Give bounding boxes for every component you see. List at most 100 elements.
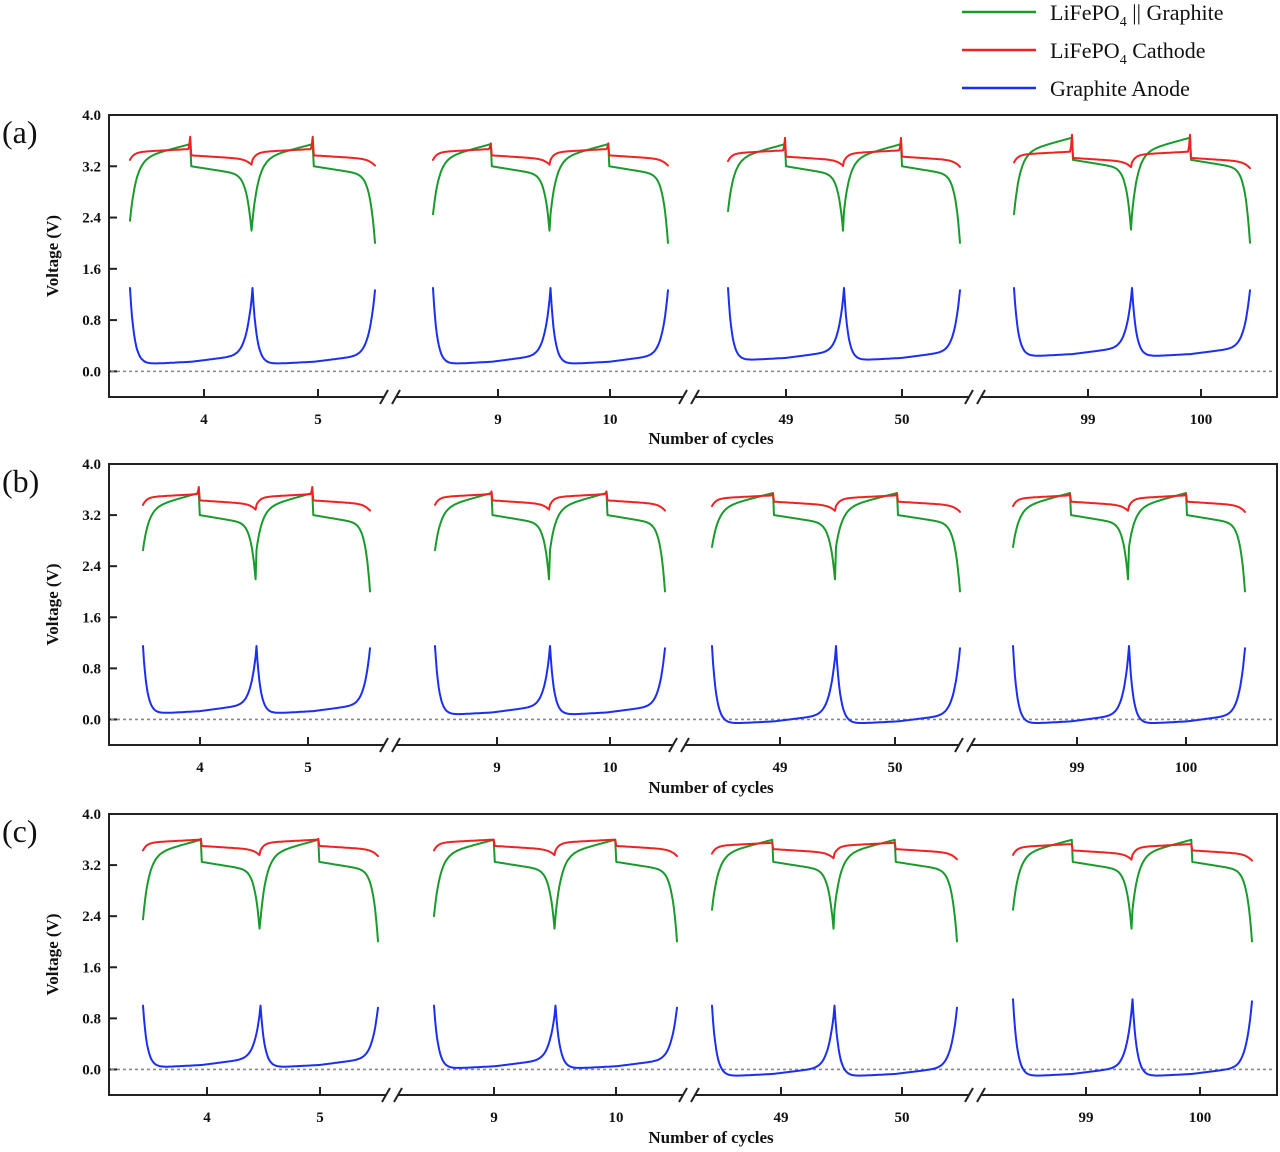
- cycle-group-9-10: 9 10: [433, 838, 678, 1126]
- x-axis-label: Number of cycles: [648, 1128, 774, 1147]
- y-axis-label: Voltage (V): [43, 215, 62, 297]
- y-tick-label: 4.0: [82, 807, 101, 823]
- plot-frame: [108, 114, 1278, 398]
- panel-b: (b) 0.0 0.8 1.6 2.4 3.2 4.0 Voltage (V) Number o…: [2, 457, 1278, 797]
- series-anode: [433, 1004, 678, 1069]
- panel-label: (b): [2, 463, 39, 499]
- x-tick-label: 9: [493, 760, 501, 776]
- y-tick-label: 3.2: [82, 508, 101, 524]
- series-full: [142, 838, 379, 943]
- x-tick-label: 10: [609, 1110, 624, 1126]
- x-tick-label: 5: [316, 1110, 324, 1126]
- series-full: [711, 492, 961, 593]
- legend-label-full: LiFePO4 || Graphite: [1050, 0, 1223, 30]
- series-full: [1013, 136, 1251, 244]
- y-tick-label: 0.0: [82, 712, 101, 728]
- y-tick-label: 4.0: [82, 108, 101, 124]
- axis-break-mark: [678, 1087, 700, 1103]
- panel-label: (c): [2, 813, 38, 849]
- x-tick-label: 5: [304, 760, 312, 776]
- x-tick-label: 49: [774, 1110, 789, 1126]
- axis-break-mark: [964, 389, 986, 405]
- x-axis-label: Number of cycles: [648, 778, 774, 797]
- series-cathode: [432, 142, 669, 167]
- x-tick-label: 100: [1189, 1110, 1212, 1126]
- series-anode: [129, 287, 376, 365]
- cycle-group-9-10: 9 10: [432, 142, 669, 428]
- y-tick-label: 0.8: [82, 1011, 101, 1027]
- x-tick-label: 100: [1175, 760, 1198, 776]
- series-full: [142, 492, 371, 593]
- series-anode: [1012, 645, 1246, 724]
- series-cathode: [1012, 492, 1246, 513]
- cycle-group-49-50: 49 50: [711, 492, 961, 776]
- y-tick-label: 0.8: [82, 313, 101, 329]
- panel-c: (c) 0.0 0.8 1.6 2.4 3.2 4.0 Voltage (V) Number o…: [2, 807, 1278, 1147]
- chart-panels: (a) 0.0 0.8 1.6 2.4 3.2 4.0 Voltage (V) Number o…: [2, 108, 1278, 1147]
- series-cathode: [434, 490, 666, 512]
- axis-break-mark: [678, 389, 700, 405]
- plot-frame: [108, 463, 1278, 746]
- series-cathode: [433, 838, 678, 858]
- x-tick-label: 100: [1190, 412, 1213, 428]
- x-tick-label: 50: [895, 412, 910, 428]
- y-tick-label: 1.6: [82, 960, 101, 976]
- x-tick-label: 4: [200, 412, 208, 428]
- y-tick-label: 1.6: [82, 262, 101, 278]
- series-cathode: [727, 136, 961, 168]
- y-tick-label: 2.4: [82, 909, 101, 925]
- x-tick-label: 50: [895, 1110, 910, 1126]
- x-tick-label: 99: [1081, 412, 1096, 428]
- y-tick-label: 0.0: [82, 1062, 101, 1078]
- axis-break-mark: [964, 1087, 986, 1103]
- axis-break-mark: [379, 389, 401, 405]
- x-tick-label: 99: [1079, 1110, 1094, 1126]
- series-anode: [432, 287, 669, 365]
- series-cathode: [1012, 843, 1253, 862]
- y-tick-label: 3.2: [82, 159, 101, 175]
- y-tick-label: 2.4: [82, 559, 101, 575]
- cycle-group-49-50: 49 50: [711, 838, 958, 1126]
- cycle-group-99-100: 99 100: [1012, 492, 1246, 776]
- x-tick-label: 49: [779, 412, 794, 428]
- legend: LiFePO4 || Graphite LiFePO4 Cathode Graphi…: [962, 0, 1223, 101]
- axis-break-mark: [954, 737, 976, 753]
- y-tick-label: 4.0: [82, 457, 101, 473]
- x-tick-label: 50: [888, 760, 903, 776]
- x-tick-label: 99: [1070, 760, 1085, 776]
- cycle-group-49-50: 49 50: [727, 136, 961, 428]
- y-axis-label: Voltage (V): [43, 564, 62, 646]
- series-cathode: [142, 837, 379, 858]
- panel-a: (a) 0.0 0.8 1.6 2.4 3.2 4.0 Voltage (V) Number o…: [2, 108, 1278, 448]
- x-tick-label: 9: [490, 1110, 498, 1126]
- series-full: [434, 492, 666, 593]
- series-full: [1012, 492, 1246, 593]
- x-axis-label: Number of cycles: [648, 429, 774, 448]
- series-full: [433, 838, 678, 943]
- series-full: [727, 143, 961, 244]
- series-anode: [434, 645, 666, 716]
- y-tick-label: 1.6: [82, 610, 101, 626]
- cycle-group-9-10: 9 10: [434, 490, 666, 776]
- panel-label: (a): [2, 114, 38, 150]
- series-anode: [711, 1004, 958, 1077]
- y-tick-label: 2.4: [82, 211, 101, 227]
- x-tick-label: 9: [494, 412, 502, 428]
- series-anode: [711, 645, 961, 724]
- series-anode: [142, 1004, 379, 1068]
- y-tick-label: 3.2: [82, 858, 101, 874]
- axis-break-mark: [381, 1087, 403, 1103]
- cycle-group-99-100: 99 100: [1013, 133, 1251, 428]
- axis-break-mark: [668, 737, 690, 753]
- series-cathode: [711, 492, 961, 513]
- plot-frame: [108, 813, 1278, 1096]
- x-tick-label: 10: [603, 760, 618, 776]
- x-tick-label: 49: [773, 760, 788, 776]
- series-cathode: [129, 135, 376, 167]
- series-anode: [727, 287, 961, 361]
- axis-break-mark: [379, 737, 401, 753]
- series-anode: [1013, 287, 1251, 357]
